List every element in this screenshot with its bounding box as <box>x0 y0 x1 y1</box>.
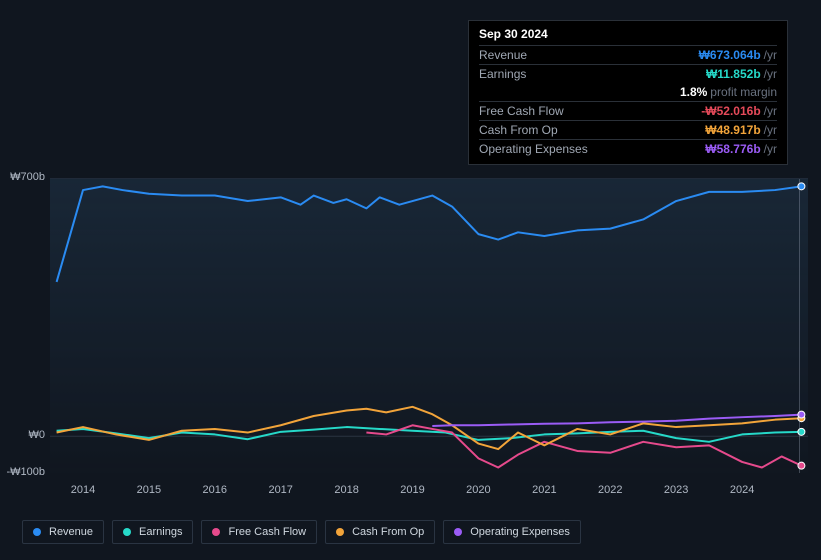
tooltip-row-value: ₩11.852b <box>706 67 761 81</box>
tooltip-row: Revenue ₩673.064b/yr <box>479 45 777 64</box>
legend-label: Operating Expenses <box>470 526 570 538</box>
legend-label: Earnings <box>139 526 182 538</box>
legend-label: Cash From Op <box>352 526 424 538</box>
series-line-revenue <box>57 186 802 282</box>
tooltip-date: Sep 30 2024 <box>479 27 777 45</box>
chart-cursor-line <box>799 179 800 473</box>
series-line-operating_expenses <box>432 415 801 426</box>
chart-svg <box>50 179 808 473</box>
legend-dot-icon <box>336 528 344 536</box>
x-axis: 2014 2015 2016 2017 2018 2019 2020 2021 2022 2023… <box>30 484 811 504</box>
x-axis-label: 2020 <box>466 484 490 496</box>
tooltip-row-value: -₩52.016b <box>701 104 760 118</box>
chart-plot-area[interactable] <box>50 178 808 473</box>
tooltip-row-label: Operating Expenses <box>479 142 588 156</box>
tooltip-row-value: ₩48.917b <box>705 123 760 137</box>
tooltip-row-unit: /yr <box>764 142 777 156</box>
legend-item[interactable]: Free Cash Flow <box>201 520 317 544</box>
legend-item[interactable]: Earnings <box>112 520 193 544</box>
tooltip-row-label: Earnings <box>479 67 526 81</box>
x-axis-label: 2022 <box>598 484 622 496</box>
x-axis-label: 2015 <box>137 484 161 496</box>
legend-dot-icon <box>454 528 462 536</box>
tooltip-row-unit: /yr <box>764 67 777 81</box>
y-axis-label: ₩700b <box>10 171 45 183</box>
chart-tooltip: Sep 30 2024 Revenue ₩673.064b/yr Earnings ₩… <box>468 20 788 165</box>
tooltip-row: Earnings ₩11.852b/yr <box>479 64 777 83</box>
tooltip-row-unit: profit margin <box>710 85 777 99</box>
legend-dot-icon <box>212 528 220 536</box>
tooltip-row-label: Revenue <box>479 48 527 62</box>
x-axis-label: 2016 <box>203 484 227 496</box>
x-axis-label: 2021 <box>532 484 556 496</box>
legend-item[interactable]: Operating Expenses <box>443 520 581 544</box>
tooltip-row-unit: /yr <box>764 104 777 118</box>
x-axis-label: 2017 <box>268 484 292 496</box>
tooltip-row-label: Free Cash Flow <box>479 104 564 118</box>
y-axis-label: ₩0 <box>29 429 46 441</box>
x-axis-label: 2023 <box>664 484 688 496</box>
tooltip-row-value: 1.8% <box>680 85 707 99</box>
tooltip-row: Free Cash Flow -₩52.016b/yr <box>479 101 777 120</box>
tooltip-row-unit: /yr <box>764 123 777 137</box>
tooltip-row-value: ₩673.064b <box>699 48 761 62</box>
tooltip-row: Operating Expenses ₩58.776b/yr <box>479 139 777 158</box>
x-axis-label: 2024 <box>730 484 754 496</box>
x-axis-label: 2014 <box>71 484 95 496</box>
chart-legend: Revenue Earnings Free Cash Flow Cash From O… <box>22 520 581 544</box>
legend-dot-icon <box>33 528 41 536</box>
legend-dot-icon <box>123 528 131 536</box>
legend-label: Free Cash Flow <box>228 526 306 538</box>
tooltip-row-unit: /yr <box>764 48 777 62</box>
tooltip-row-value: ₩58.776b <box>705 142 760 156</box>
legend-item[interactable]: Cash From Op <box>325 520 435 544</box>
tooltip-row-label: Cash From Op <box>479 123 558 137</box>
x-axis-label: 2019 <box>400 484 424 496</box>
tooltip-row: 1.8%profit margin <box>479 83 777 101</box>
x-axis-label: 2018 <box>334 484 358 496</box>
legend-item[interactable]: Revenue <box>22 520 104 544</box>
y-axis-label: -₩100b <box>6 466 45 478</box>
tooltip-row: Cash From Op ₩48.917b/yr <box>479 120 777 139</box>
legend-label: Revenue <box>49 526 93 538</box>
